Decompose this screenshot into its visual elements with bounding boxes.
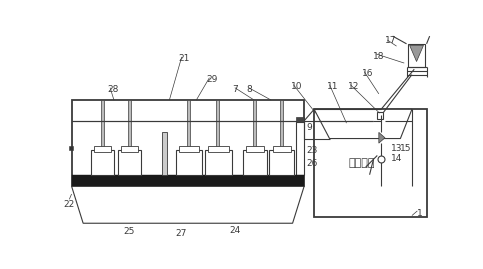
Bar — [246, 146, 264, 153]
Bar — [128, 100, 131, 150]
Text: 16: 16 — [362, 69, 373, 78]
Text: 22: 22 — [63, 200, 74, 209]
Text: 27: 27 — [175, 229, 187, 238]
Bar — [280, 100, 284, 158]
Bar — [242, 150, 267, 175]
Bar — [208, 146, 228, 153]
Text: 8: 8 — [246, 85, 252, 94]
Text: 7: 7 — [232, 85, 238, 94]
Text: 15: 15 — [400, 144, 412, 153]
Text: 26: 26 — [306, 159, 318, 168]
Bar — [253, 100, 256, 158]
Polygon shape — [71, 186, 304, 223]
Bar — [162, 132, 167, 175]
Text: 18: 18 — [373, 52, 385, 61]
Bar — [408, 44, 425, 67]
Bar — [101, 100, 104, 150]
Bar — [272, 146, 291, 153]
Text: 21: 21 — [179, 54, 190, 63]
Bar — [297, 117, 304, 122]
Bar — [175, 150, 202, 175]
Bar — [69, 146, 73, 150]
Bar — [205, 150, 232, 175]
Bar — [94, 146, 111, 153]
Text: 1: 1 — [417, 209, 423, 218]
Polygon shape — [314, 109, 412, 139]
Bar — [187, 100, 190, 158]
Text: 9: 9 — [306, 123, 312, 132]
Text: 24: 24 — [229, 226, 241, 235]
Bar — [216, 100, 219, 158]
Bar — [118, 150, 141, 175]
Text: 11: 11 — [327, 82, 339, 91]
Bar — [179, 146, 199, 153]
Text: 14: 14 — [391, 154, 402, 163]
Text: 铝电解槽: 铝电解槽 — [349, 158, 375, 168]
Bar — [297, 122, 304, 175]
Text: 28: 28 — [108, 85, 119, 94]
Bar — [121, 146, 138, 153]
Text: 13: 13 — [391, 144, 403, 153]
Polygon shape — [410, 45, 424, 62]
Text: 17: 17 — [385, 36, 397, 45]
Text: 12: 12 — [348, 82, 359, 91]
Text: 25: 25 — [123, 227, 135, 236]
Bar — [71, 175, 304, 186]
Polygon shape — [379, 132, 385, 143]
Bar — [314, 109, 427, 217]
Bar — [377, 112, 384, 119]
Bar — [91, 150, 114, 175]
Bar — [71, 100, 304, 186]
Text: 10: 10 — [291, 82, 302, 91]
Text: 23: 23 — [306, 146, 318, 155]
Text: 29: 29 — [206, 75, 218, 84]
Bar — [270, 150, 294, 175]
